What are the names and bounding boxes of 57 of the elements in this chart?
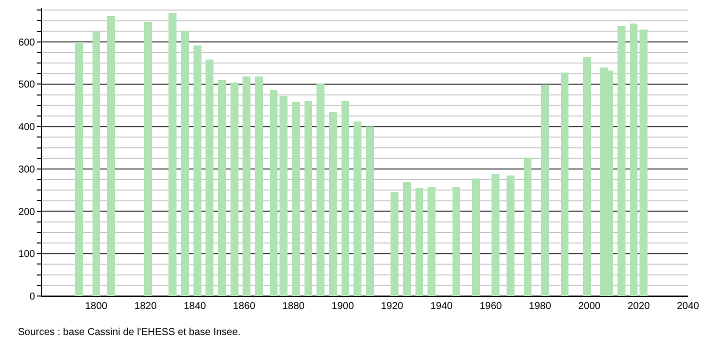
bar bbox=[168, 13, 177, 296]
source-note: Sources : base Cassini de l'EHESS et base Insee. bbox=[18, 327, 241, 338]
bar bbox=[560, 72, 569, 296]
x-tick-label: 1840 bbox=[184, 301, 206, 312]
bar bbox=[316, 83, 325, 296]
x-tick-label: 2000 bbox=[578, 301, 601, 312]
x-tick-label: 1960 bbox=[480, 301, 502, 312]
x-tick-label: 1880 bbox=[282, 301, 306, 312]
y-tick-label: 200 bbox=[18, 206, 36, 218]
x-tick-label: 1800 bbox=[85, 301, 108, 312]
y-tick-label: 400 bbox=[18, 122, 36, 134]
bar bbox=[402, 182, 411, 296]
bar bbox=[181, 30, 189, 296]
bar bbox=[617, 26, 626, 296]
x-tick-label: 1900 bbox=[332, 301, 354, 312]
y-tick-label: 500 bbox=[18, 80, 36, 91]
bar bbox=[304, 101, 312, 296]
bar bbox=[415, 188, 424, 296]
x-tick-label: 1980 bbox=[528, 301, 552, 312]
bar bbox=[630, 24, 638, 296]
bar bbox=[582, 57, 591, 296]
bar bbox=[640, 30, 648, 296]
x-tick-label: 1920 bbox=[380, 301, 404, 312]
x-tick-label: 1940 bbox=[430, 301, 453, 312]
bar bbox=[92, 30, 100, 296]
y-tick-label: 300 bbox=[18, 164, 36, 176]
bar bbox=[230, 82, 238, 296]
x-tick-label: 2040 bbox=[676, 301, 700, 312]
bar bbox=[541, 84, 549, 296]
bar bbox=[75, 42, 83, 296]
bar bbox=[193, 46, 202, 296]
bar bbox=[354, 122, 362, 296]
bar bbox=[366, 126, 374, 296]
bar bbox=[329, 112, 337, 296]
bar bbox=[428, 187, 436, 296]
bar bbox=[524, 158, 532, 296]
bar bbox=[255, 76, 263, 296]
bar bbox=[390, 192, 399, 296]
bar bbox=[472, 178, 480, 296]
bar bbox=[107, 16, 115, 296]
y-tick-label: 0 bbox=[29, 292, 36, 302]
y-tick-label: 100 bbox=[18, 249, 36, 260]
bar bbox=[341, 101, 350, 296]
bar bbox=[492, 174, 500, 296]
bar bbox=[270, 90, 278, 296]
bar bbox=[206, 60, 214, 296]
bar bbox=[242, 76, 251, 296]
bar bbox=[452, 187, 460, 296]
bar bbox=[506, 175, 514, 296]
y-tick-label: 600 bbox=[18, 37, 36, 48]
bar bbox=[280, 96, 288, 296]
bar bbox=[292, 102, 300, 296]
x-tick-label: 1820 bbox=[134, 301, 158, 312]
bar bbox=[218, 80, 226, 296]
x-tick-label: 2020 bbox=[628, 301, 650, 312]
x-tick-label: 1860 bbox=[233, 301, 256, 312]
bar bbox=[144, 22, 152, 296]
